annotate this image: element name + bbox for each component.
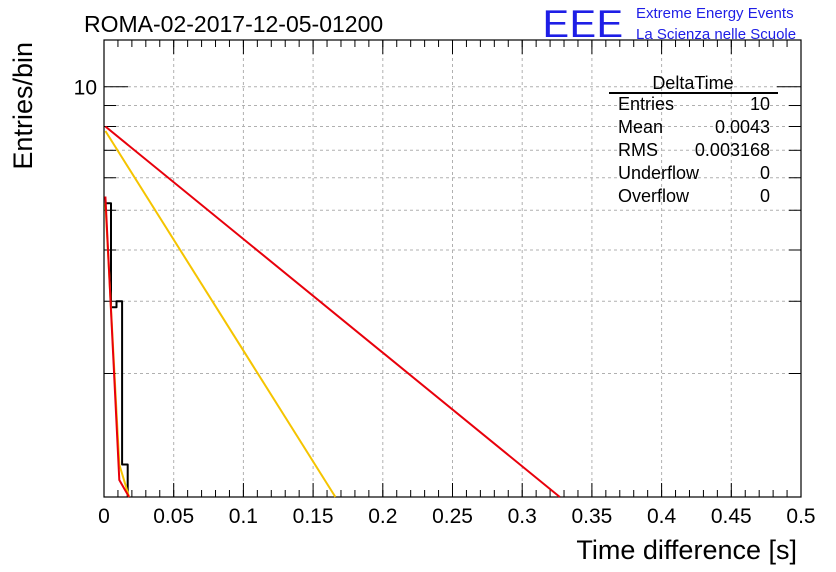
stats-value: 0.003168 bbox=[695, 140, 770, 160]
x-tick-label: 0.35 bbox=[571, 505, 612, 528]
series-line-yellow-3 bbox=[104, 130, 337, 498]
series-line-red-2 bbox=[104, 196, 130, 498]
stats-label: RMS bbox=[618, 140, 658, 160]
x-tick-label: 0.5 bbox=[786, 505, 815, 528]
stats-rows: Entries 10 Mean 0.0043 RMS 0.003168 Underflow 0… bbox=[618, 94, 770, 206]
stats-label: Entries bbox=[618, 94, 674, 114]
x-tick-label: 0.05 bbox=[153, 505, 194, 528]
stats-label: Underflow bbox=[618, 163, 700, 183]
series-line-red-4 bbox=[104, 125, 561, 498]
x-tick-label: 0.1 bbox=[229, 505, 258, 528]
stats-label: Mean bbox=[618, 117, 663, 137]
logo-line-2: La Scienza nelle Scuole bbox=[636, 26, 796, 43]
y-tick-labels: 10 bbox=[74, 77, 97, 100]
run-title: ROMA-02-2017-12-05-01200 bbox=[84, 11, 383, 37]
grid-lines bbox=[104, 40, 801, 497]
x-tick-label: 0.2 bbox=[368, 505, 397, 528]
eee-logo: EEE bbox=[542, 0, 623, 47]
x-tick-label: 0.25 bbox=[432, 505, 473, 528]
logo-line-1: Extreme Energy Events bbox=[636, 5, 794, 22]
x-axis-label: Time difference [s] bbox=[576, 535, 797, 565]
stats-value: 0 bbox=[760, 186, 770, 206]
series-layer bbox=[104, 125, 561, 498]
y-axis-label: Entries/bin bbox=[8, 42, 38, 170]
stats-label: Overflow bbox=[618, 186, 690, 206]
x-tick-label: 0.4 bbox=[647, 505, 677, 528]
x-tick-label: 0.45 bbox=[711, 505, 752, 528]
series-line-black-0 bbox=[105, 202, 129, 497]
x-tick-labels: 0 0.05 0.1 0.15 0.2 0.25 0.3 0.35 0.4 0.45 0.5 bbox=[98, 505, 815, 528]
stats-value: 0 bbox=[760, 163, 770, 183]
x-tick-label: 0.15 bbox=[293, 505, 334, 528]
y-tick-label: 10 bbox=[74, 77, 97, 100]
x-tick-label: 0.3 bbox=[508, 505, 537, 528]
stats-value: 0.0043 bbox=[715, 117, 770, 137]
stats-box: DeltaTime Entries 10 Mean 0.0043 RMS 0.003168… bbox=[609, 73, 778, 206]
stats-value: 10 bbox=[750, 94, 770, 114]
x-tick-label: 0 bbox=[98, 505, 110, 528]
stats-title: DeltaTime bbox=[652, 73, 733, 93]
